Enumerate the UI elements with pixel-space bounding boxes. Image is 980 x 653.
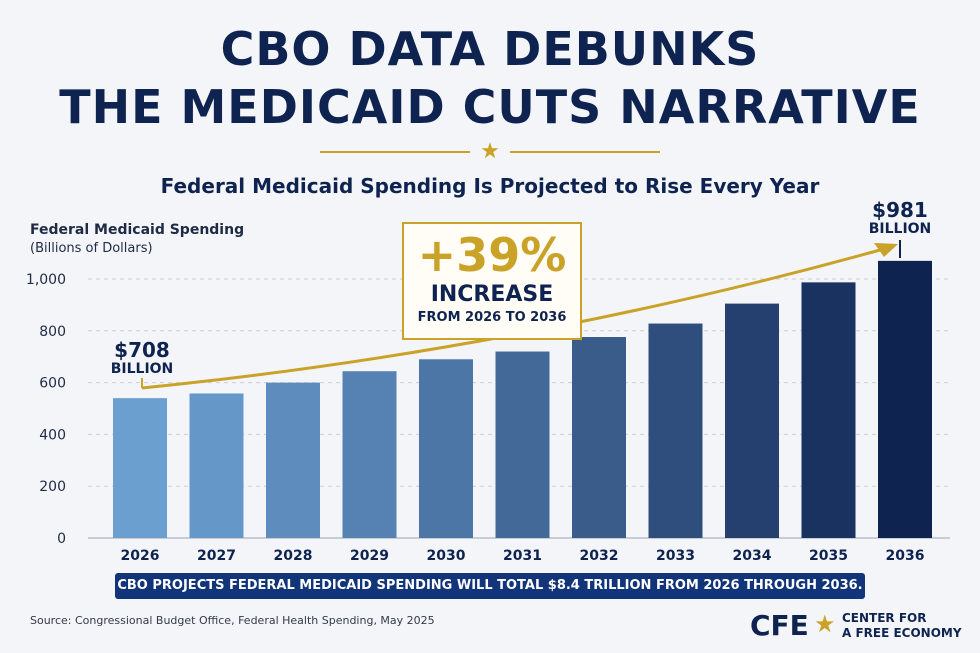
y-tick-label: 0 bbox=[57, 531, 66, 547]
title-line-2: THE MEDICAID CUTS NARRATIVE bbox=[59, 80, 921, 134]
bar-2029 bbox=[342, 371, 397, 538]
bar-2036 bbox=[878, 260, 932, 538]
callout-range: FROM 2026 TO 2036 bbox=[417, 310, 567, 325]
callout-word: INCREASE bbox=[430, 282, 554, 307]
x-tick-label: 2031 bbox=[503, 548, 542, 564]
divider-right bbox=[510, 151, 660, 153]
bar-2026 bbox=[113, 398, 167, 538]
divider-left bbox=[320, 151, 470, 153]
x-tick-layer: 2026 2027 2028 2029 2030 2031 2032 2033 2034 2035… bbox=[121, 548, 925, 564]
y-tick-label: 800 bbox=[39, 324, 66, 340]
summary-banner: CBO PROJECTS FEDERAL MEDICAID SPENDING W… bbox=[115, 573, 865, 599]
bar-2028 bbox=[266, 382, 320, 538]
logo-name-line-2: A FREE ECONOMY bbox=[842, 626, 962, 640]
y-tick-label: 400 bbox=[39, 427, 66, 443]
x-tick-label: 2026 bbox=[121, 548, 160, 564]
chart-subtitle: Federal Medicaid Spending Is Projected t… bbox=[160, 174, 820, 198]
x-tick-label: 2028 bbox=[274, 548, 313, 564]
bar-2031 bbox=[495, 351, 550, 538]
y-axis-unit-label: (Billions of Dollars) bbox=[30, 241, 153, 256]
x-tick-label: 2036 bbox=[886, 548, 925, 564]
callout-percent: +39% bbox=[417, 228, 567, 282]
end-value-unit: BILLION bbox=[868, 221, 932, 237]
start-value-unit: BILLION bbox=[110, 361, 174, 377]
y-tick-label: 600 bbox=[39, 376, 66, 392]
x-tick-label: 2035 bbox=[809, 548, 848, 564]
x-tick-label: 2027 bbox=[197, 548, 236, 564]
bar-2032 bbox=[572, 337, 626, 538]
logo-star-icon: ★ bbox=[814, 610, 836, 638]
x-tick-label: 2032 bbox=[580, 548, 619, 564]
y-tick-layer: 0 200 400 600 800 1,000 bbox=[26, 272, 66, 547]
y-tick-label: 1,000 bbox=[26, 272, 66, 288]
bar-2035 bbox=[801, 282, 856, 538]
star-icon: ★ bbox=[480, 139, 500, 164]
title-line-1: CBO DATA DEBUNKS bbox=[220, 22, 760, 76]
x-tick-label: 2029 bbox=[350, 548, 389, 564]
bar-2027 bbox=[189, 393, 244, 538]
x-tick-label: 2030 bbox=[427, 548, 466, 564]
bar-2033 bbox=[648, 323, 703, 538]
bar-layer bbox=[113, 260, 932, 538]
increase-callout: +39% INCREASE FROM 2026 TO 2036 bbox=[402, 222, 582, 340]
y-axis-label: Federal Medicaid Spending bbox=[30, 222, 245, 238]
end-value-amount: $981 bbox=[872, 198, 928, 222]
bar-2034 bbox=[725, 303, 779, 538]
bar-2030 bbox=[419, 359, 473, 538]
x-tick-label: 2034 bbox=[733, 548, 772, 564]
logo-name: CENTER FOR A FREE ECONOMY bbox=[842, 611, 962, 641]
source-note: Source: Congressional Budget Office, Fed… bbox=[30, 614, 435, 627]
y-tick-label: 200 bbox=[39, 479, 66, 495]
x-tick-label: 2033 bbox=[656, 548, 695, 564]
start-value-amount: $708 bbox=[114, 338, 170, 362]
trend-arrow-head bbox=[874, 243, 898, 257]
logo-name-line-1: CENTER FOR bbox=[842, 611, 927, 625]
logo-mark: CFE bbox=[750, 609, 809, 642]
